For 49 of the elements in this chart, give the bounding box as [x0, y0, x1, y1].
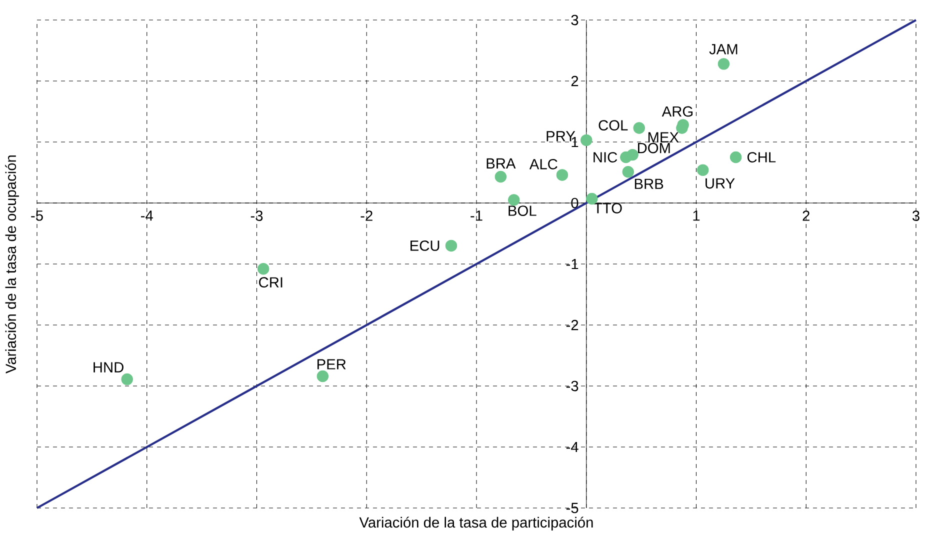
point — [696, 164, 709, 176]
point — [316, 370, 329, 382]
point — [633, 122, 645, 134]
annotation: ECU — [410, 240, 440, 251]
point — [718, 58, 730, 70]
x-tick-label: 3 — [912, 210, 920, 221]
y-tick-label: -4 — [566, 442, 578, 452]
x-tick-label: -1 — [470, 210, 482, 221]
x-tick-label: -3 — [250, 210, 263, 221]
x-tick-label: -4 — [141, 210, 153, 221]
x-tick-label: -5 — [31, 210, 43, 221]
y-tick-label: -1 — [566, 258, 578, 270]
annotation: CRI — [259, 277, 282, 288]
point — [556, 169, 568, 181]
point — [257, 263, 270, 275]
point — [580, 134, 592, 146]
annotation: CHL — [747, 152, 776, 162]
point — [508, 194, 520, 206]
y-tick-label: -3 — [566, 380, 578, 392]
point — [494, 170, 507, 183]
point — [445, 240, 458, 252]
annotation: ARG — [662, 106, 693, 117]
annotation: HND — [94, 362, 124, 372]
annotation: BRA — [486, 158, 516, 169]
y-tick-label: -2 — [566, 320, 578, 330]
point — [586, 192, 598, 205]
point — [121, 373, 133, 386]
y-axis-title: Variación de la tasa de ocupación — [5, 156, 19, 374]
annotation: ALC — [529, 158, 558, 170]
annotation: MEX — [648, 132, 679, 142]
annotation: PER — [317, 359, 346, 370]
annotation: NIC — [594, 152, 618, 162]
point — [730, 151, 742, 164]
annotation: TTO — [594, 203, 622, 214]
annotation: BOL — [508, 206, 536, 216]
y-tick-label: 3 — [571, 14, 578, 26]
point — [622, 166, 634, 178]
y-tick-label: 0 — [571, 198, 578, 208]
y-tick-label: 2 — [571, 76, 578, 86]
x-axis-title: Variación de la tasa de participación — [359, 516, 593, 531]
annotation: JAM — [709, 44, 738, 54]
annotation: URY — [706, 178, 735, 189]
y-tick-label: -5 — [566, 502, 578, 514]
annotation: BRB — [634, 178, 664, 189]
x-tick-label: 2 — [802, 210, 810, 221]
annotation: DOM — [638, 142, 670, 154]
x-tick-label: -2 — [360, 210, 372, 221]
point — [626, 148, 638, 161]
annotation: COL — [598, 120, 628, 131]
